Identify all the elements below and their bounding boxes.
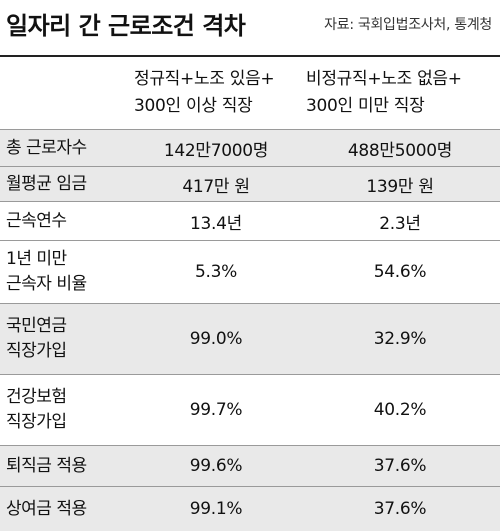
top-rule — [0, 55, 500, 57]
value-regular: 99.6% — [189, 456, 243, 476]
row-label: 1년 미만 근속자 비율 — [6, 249, 87, 294]
value-irregular: 54.6% — [373, 262, 427, 282]
value-regular: 99.7% — [189, 400, 243, 420]
header-row: 정규직+노조 있음+ 300인 이상 직장 비정규직+노조 없음+ 300인 미… — [0, 57, 500, 130]
value-irregular: 37.6% — [373, 499, 427, 519]
column-header-irregular: 비정규직+노조 없음+ 300인 미만 직장 — [306, 68, 462, 116]
table-row: 상여금 적용 99.1% 37.6% — [0, 487, 500, 531]
row-label: 월평균 임금 — [6, 173, 87, 194]
table-row: 1년 미만 근속자 비율 5.3% 54.6% — [0, 241, 500, 304]
column-header-regular: 정규직+노조 있음+ 300인 이상 직장 — [134, 68, 275, 116]
row-label: 국민연금 직장가입 — [6, 316, 67, 361]
table-row: 국민연금 직장가입 99.0% 32.9% — [0, 304, 500, 375]
value-regular: 142만7000명 — [163, 140, 269, 161]
value-irregular: 2.3년 — [379, 213, 421, 234]
source-note: 자료: 국회입법조사처, 통계청 — [324, 17, 492, 33]
row-label: 총 근로자수 — [6, 137, 87, 158]
value-irregular: 139만 원 — [366, 176, 434, 197]
value-irregular: 40.2% — [373, 400, 427, 420]
value-regular: 5.3% — [195, 262, 237, 282]
row-label: 근속연수 — [6, 210, 67, 231]
value-regular: 417만 원 — [182, 176, 250, 197]
value-irregular: 488만5000명 — [347, 140, 453, 161]
table-row: 퇴직금 적용 99.6% 37.6% — [0, 446, 500, 487]
table-row: 근속연수 13.4년 2.3년 — [0, 202, 500, 241]
value-irregular: 37.6% — [373, 456, 427, 476]
table-row: 총 근로자수 142만7000명 488만5000명 — [0, 130, 500, 167]
table-row: 건강보험 직장가입 99.7% 40.2% — [0, 375, 500, 446]
value-regular: 13.4년 — [190, 213, 242, 234]
value-regular: 99.0% — [189, 329, 243, 349]
table-row: 월평균 임금 417만 원 139만 원 — [0, 167, 500, 202]
table-title: 일자리 간 근로조건 격차 — [6, 12, 246, 40]
row-label: 건강보험 직장가입 — [6, 387, 67, 432]
value-regular: 99.1% — [189, 499, 243, 519]
row-label: 퇴직금 적용 — [6, 455, 87, 476]
value-irregular: 32.9% — [373, 329, 427, 349]
row-label: 상여금 적용 — [6, 498, 87, 519]
